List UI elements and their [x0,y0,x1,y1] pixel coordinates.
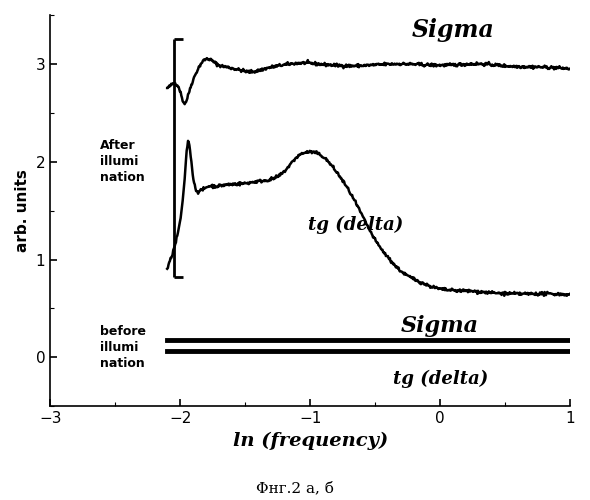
Text: before
illumi
nation: before illumi nation [100,325,146,370]
Text: Sigma: Sigma [401,315,479,337]
Text: After
illumi
nation: After illumi nation [100,139,145,184]
Text: Φнг.2 а, б: Φнг.2 а, б [256,481,334,495]
Text: Sigma: Sigma [412,18,494,42]
Text: tg (delta): tg (delta) [392,370,488,388]
Y-axis label: arb. units: arb. units [15,169,30,252]
Text: tg (delta): tg (delta) [308,216,404,234]
X-axis label: ln (frequency): ln (frequency) [232,432,388,450]
